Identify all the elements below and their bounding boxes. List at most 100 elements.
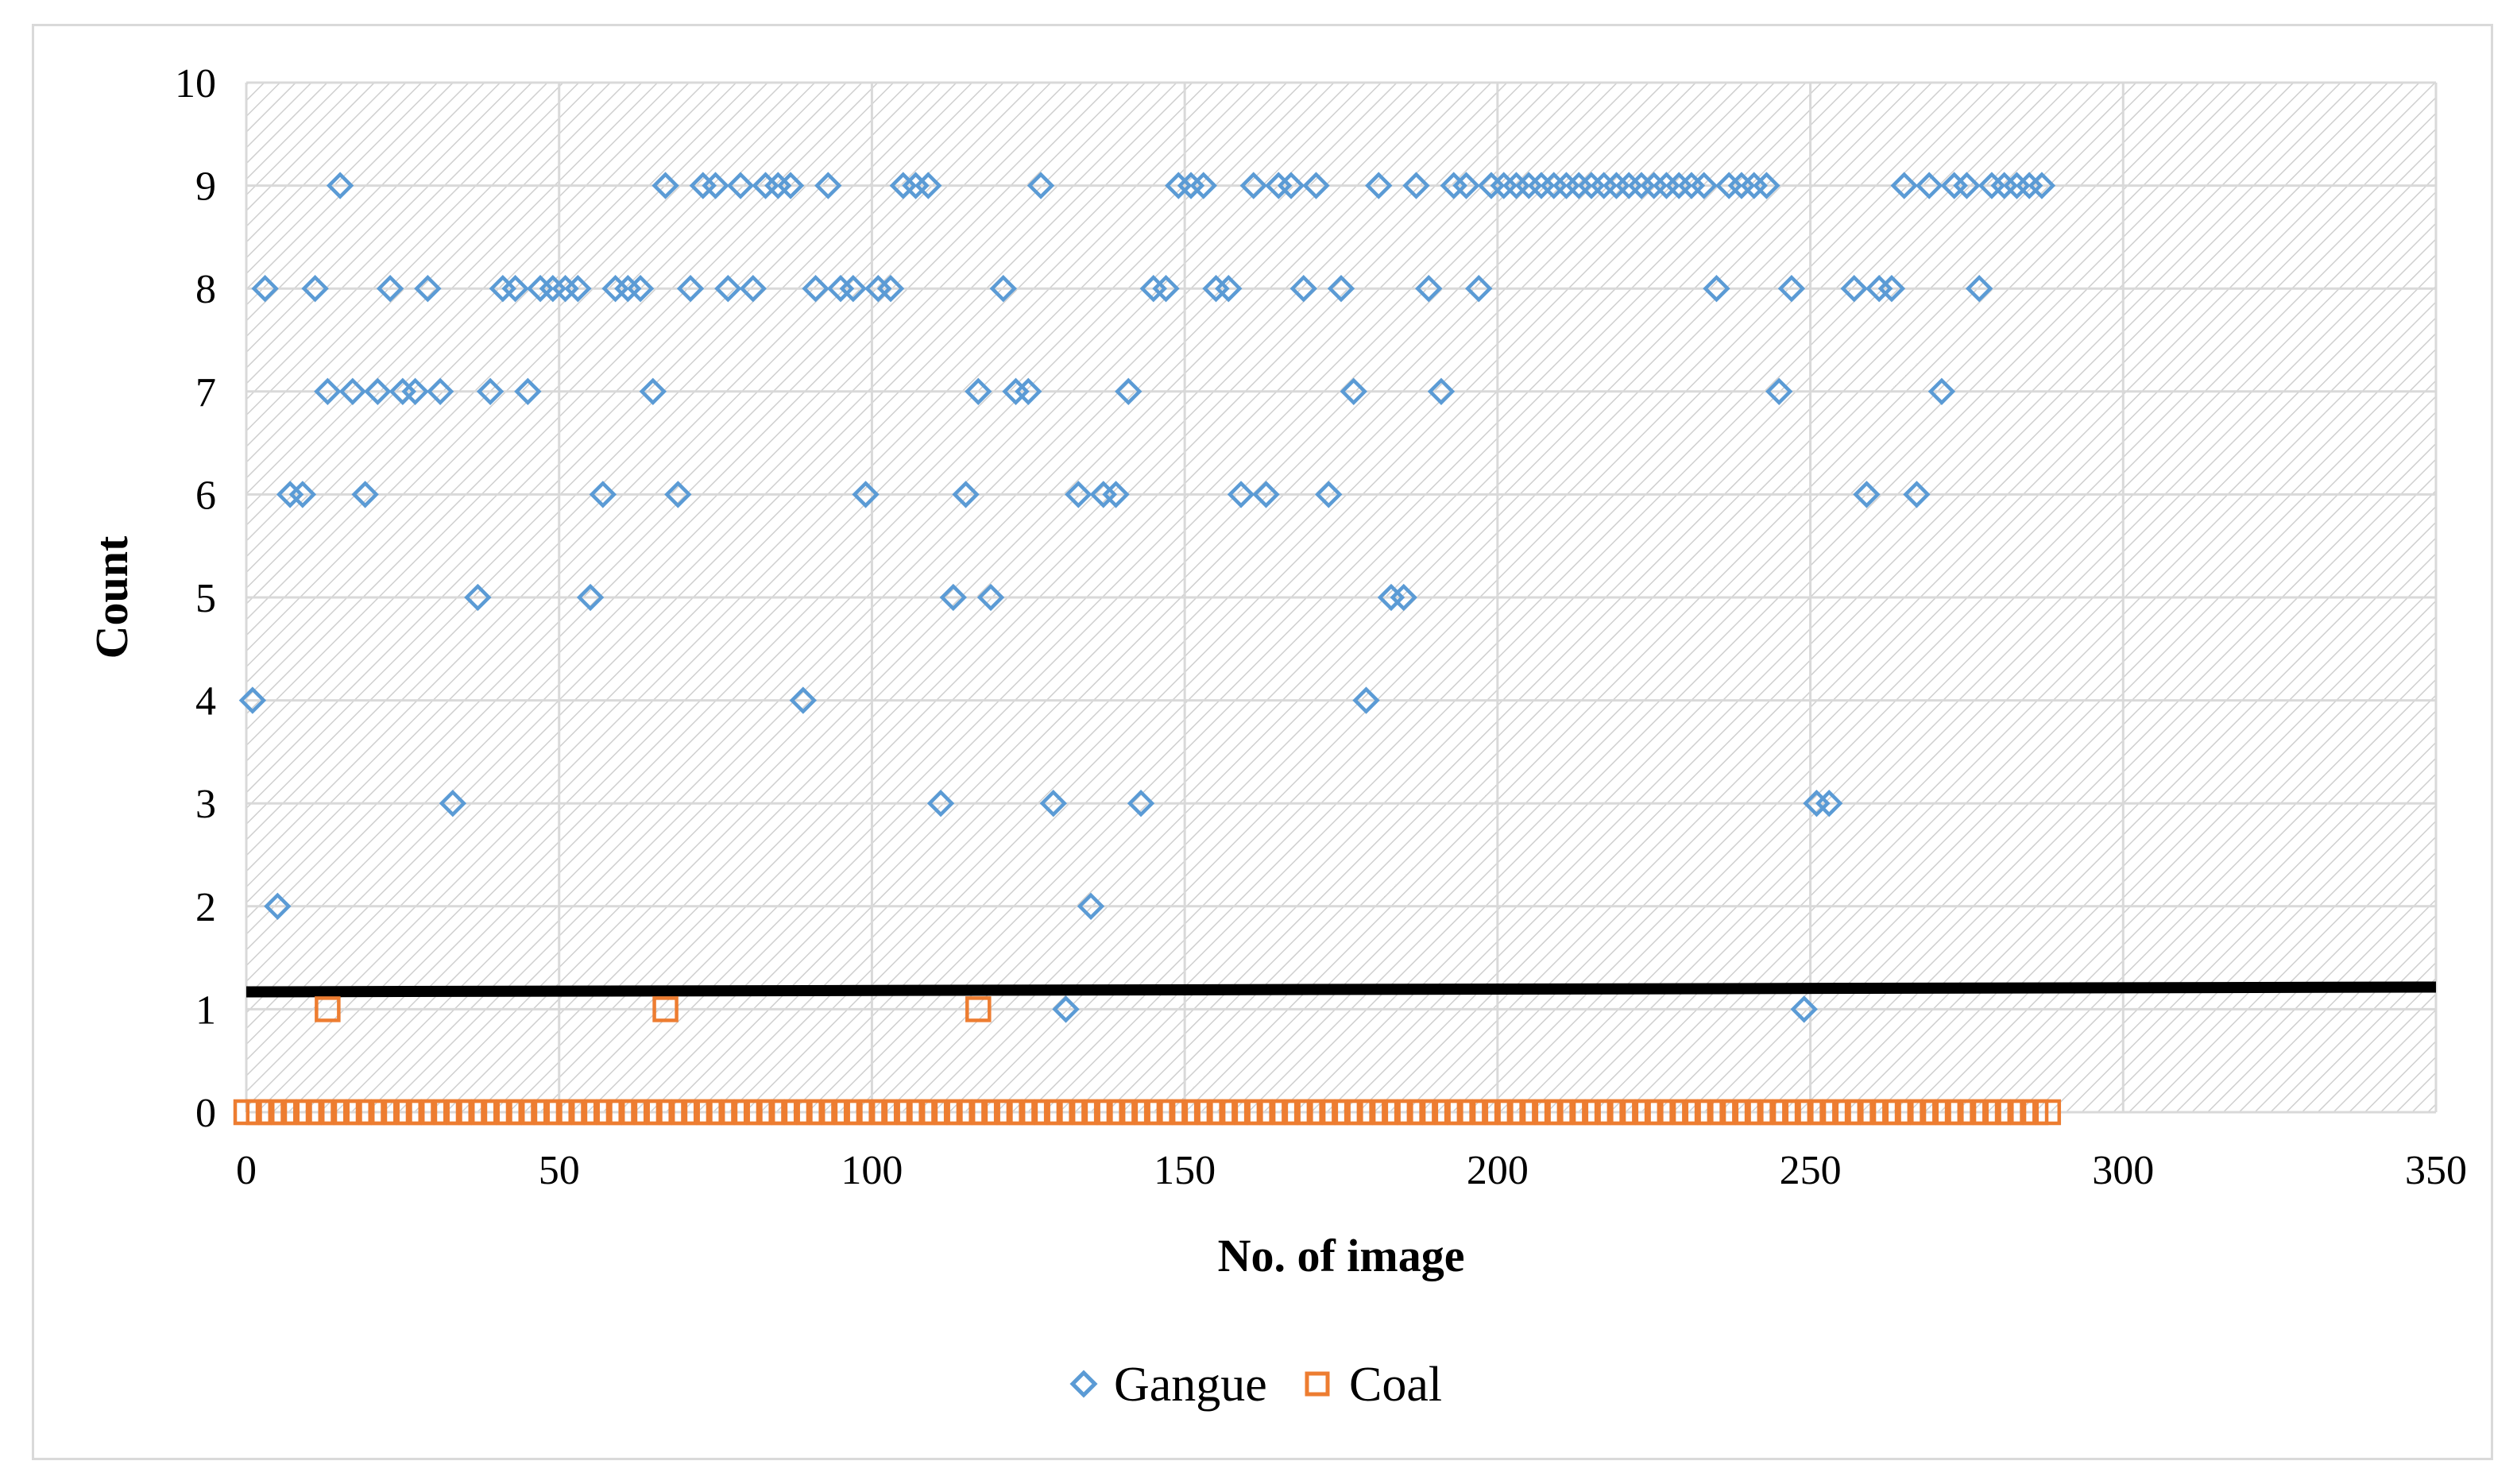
- gangue-point: [651, 172, 679, 199]
- x-tick-label: 200: [1467, 1148, 1529, 1193]
- legend-coal-label: Coal: [1349, 1358, 1442, 1412]
- gangue-point: [1327, 275, 1355, 303]
- gangue-point: [1252, 481, 1280, 508]
- gangue-point: [326, 172, 354, 199]
- gangue-point: [664, 481, 692, 508]
- gangue-point: [789, 686, 817, 714]
- gangue-point: [1302, 172, 1330, 199]
- y-tick-label: 7: [195, 370, 216, 415]
- threshold-line-group: [246, 981, 2437, 998]
- gangue-point: [1077, 892, 1105, 920]
- gangue-point: [364, 377, 392, 405]
- gangue-point: [576, 583, 605, 612]
- gangue-point: [952, 481, 980, 508]
- legend-item-gangue: Gangue: [1069, 1358, 1267, 1412]
- gangue-point: [1703, 275, 1730, 303]
- coal-point: [652, 996, 679, 1022]
- gangue-point: [852, 481, 880, 508]
- x-tick-label: 100: [841, 1148, 903, 1193]
- gangue-point: [351, 481, 379, 508]
- gangue-point: [401, 377, 429, 405]
- gangue-point: [965, 377, 992, 405]
- gangue-point: [1027, 172, 1055, 199]
- y-axis-title: Count: [86, 535, 137, 659]
- gangue-point: [1315, 481, 1343, 508]
- gangue-point: [1052, 995, 1080, 1023]
- legend-coal-marker: [1305, 1371, 1330, 1397]
- gangue-point: [1239, 172, 1267, 199]
- gangue-point: [1790, 995, 1818, 1023]
- gangue-point: [1102, 481, 1130, 508]
- gangue-point: [939, 583, 967, 612]
- gangue-point: [439, 790, 467, 817]
- gangue-point: [1152, 275, 1180, 303]
- gangue-point: [776, 172, 805, 199]
- gangue-point: [814, 172, 842, 199]
- data-points: [233, 172, 2062, 1126]
- gangue-point: [1039, 790, 1067, 817]
- gangue-point: [626, 275, 655, 303]
- gangue-point: [1953, 172, 1981, 199]
- x-tick-label: 50: [539, 1148, 580, 1193]
- gangue-point: [426, 377, 454, 405]
- gangue-point: [1916, 172, 1943, 199]
- gangue-point: [564, 275, 592, 303]
- gangue-point: [1189, 172, 1217, 199]
- gangue-point: [1115, 377, 1143, 405]
- coal-point: [965, 996, 992, 1022]
- gangue-point: [1840, 275, 1868, 303]
- legend: Gangue Coal: [1069, 1358, 1442, 1412]
- gangue-point: [1365, 172, 1393, 199]
- x-tick-label: 350: [2405, 1148, 2467, 1193]
- y-tick-label: 3: [195, 782, 216, 827]
- gangue-point: [876, 275, 905, 303]
- y-tick-label: 0: [195, 1091, 216, 1136]
- gangue-point: [1753, 172, 1780, 199]
- gangue-point: [1352, 686, 1380, 714]
- x-axis-ticks: 0 50 100 150 200 250 300 350: [236, 1148, 2467, 1193]
- gangue-point: [1227, 481, 1255, 508]
- gangue-point: [802, 275, 829, 303]
- gangue-point: [264, 892, 292, 920]
- y-tick-label: 9: [195, 164, 216, 210]
- x-tick-label: 150: [1154, 1148, 1216, 1193]
- y-tick-label: 4: [195, 679, 216, 725]
- x-tick-label: 250: [1780, 1148, 1842, 1193]
- gangue-point: [1015, 377, 1042, 405]
- coal-point: [2035, 1099, 2062, 1126]
- y-tick-label: 6: [195, 473, 216, 518]
- gangue-point: [1452, 172, 1480, 199]
- gangue-point: [914, 172, 942, 199]
- gangue-point: [464, 583, 492, 612]
- gangue-point: [414, 275, 442, 303]
- legend-gangue-marker: [1069, 1370, 1098, 1398]
- gangue-point: [1815, 790, 1843, 817]
- y-tick-label: 1: [195, 987, 216, 1033]
- gangue-point: [238, 686, 267, 714]
- gangue-point: [589, 481, 617, 508]
- gangue-point: [926, 790, 955, 817]
- gangue-point: [1390, 583, 1417, 612]
- gangue-point: [639, 377, 667, 405]
- gangue-point: [702, 172, 729, 199]
- coal-point: [315, 996, 341, 1022]
- gangue-point: [1927, 377, 1956, 405]
- gangue-point: [314, 377, 342, 405]
- gangue-point: [301, 275, 329, 303]
- legend-item-coal: Coal: [1305, 1358, 1442, 1412]
- gangue-point: [1765, 377, 1793, 405]
- gangue-point: [2028, 172, 2056, 199]
- gangue-point: [1277, 172, 1305, 199]
- gangue-point: [726, 172, 755, 199]
- legend-gangue-label: Gangue: [1114, 1358, 1267, 1412]
- y-tick-label: 5: [195, 576, 216, 621]
- y-axis-ticks: 0 1 2 3 4 5 6 7 8 9 10: [175, 61, 216, 1136]
- y-tick-label: 2: [195, 885, 216, 930]
- gangue-point: [976, 583, 1005, 612]
- gangue-point: [1690, 172, 1718, 199]
- gangue-point: [1340, 377, 1367, 405]
- gangue-point: [476, 377, 505, 405]
- gangue-point: [1415, 275, 1443, 303]
- gangue-point: [1427, 377, 1456, 405]
